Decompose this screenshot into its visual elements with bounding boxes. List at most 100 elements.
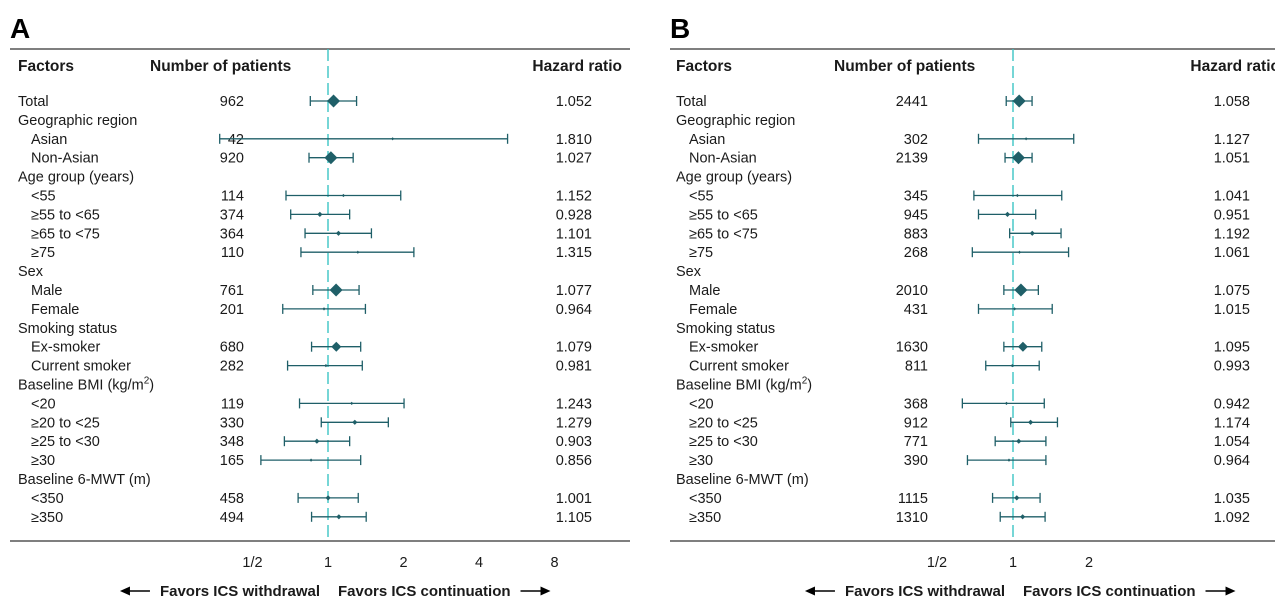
subgroup-label: Ex-smoker — [31, 340, 100, 356]
hazard-ratio-marker — [314, 438, 320, 444]
hazard-ratio-marker — [1014, 495, 1020, 501]
subgroup-label: <55 — [31, 189, 56, 205]
patient-count: 1310 — [896, 510, 928, 526]
hazard-ratio-marker — [1012, 94, 1026, 108]
factor-label: Smoking status — [676, 321, 775, 337]
hazard-ratio-value: 1.192 — [1214, 226, 1250, 242]
hazard-ratio-value: 1.061 — [1214, 245, 1250, 261]
label-superscript: 2 — [802, 376, 808, 387]
patient-count: 110 — [221, 245, 244, 261]
factor-label: Age group (years) — [18, 170, 134, 186]
factor-label: Age group (years) — [676, 170, 792, 186]
x-tick-label: 2 — [1085, 555, 1093, 571]
hazard-ratio-value: 1.127 — [1214, 132, 1250, 148]
hazard-ratio-marker — [391, 137, 395, 141]
hazard-ratio-marker — [341, 193, 346, 198]
favors-withdrawal-label: Favors ICS withdrawal — [160, 583, 320, 597]
hazard-ratio-value: 0.951 — [1214, 207, 1250, 223]
hazard-ratio-marker — [356, 250, 360, 254]
hazard-ratio-value: 1.027 — [556, 151, 592, 167]
panel-a: A Factors Number of patients Hazard ratio To… — [10, 13, 630, 597]
hazard-ratio-marker — [1013, 307, 1017, 311]
factor-label: Baseline BMI (kg/m2) — [18, 376, 154, 394]
patient-count: 390 — [904, 453, 928, 469]
label-text: ≥350 — [689, 510, 721, 526]
hazard-ratio-value: 1.041 — [1214, 189, 1250, 205]
label-text: ≥30 — [31, 453, 55, 469]
label-text: <55 — [689, 189, 714, 205]
label-text: Age group (years) — [18, 170, 134, 186]
hazard-ratio-marker — [1004, 401, 1009, 405]
right-arrowhead-icon — [540, 586, 551, 596]
label-text: Sex — [676, 264, 702, 280]
x-tick-label: 1/2 — [242, 555, 262, 571]
subgroup-label: ≥350 — [31, 510, 63, 526]
label-text: Current smoker — [689, 359, 789, 375]
subgroup-label: ≥350 — [689, 510, 721, 526]
subgroup-label: ≥55 to <65 — [689, 207, 758, 223]
hazard-ratio-marker — [1017, 250, 1022, 254]
x-tick-label: 8 — [550, 555, 558, 571]
hazard-ratio-value: 1.279 — [556, 415, 592, 431]
hazard-ratio-value: 0.964 — [556, 302, 592, 318]
hazard-ratio-value: 1.051 — [1214, 151, 1250, 167]
hazard-ratio-value: 0.993 — [1214, 359, 1250, 375]
subgroup-label: Female — [689, 302, 737, 318]
label-text: ≥65 to <75 — [689, 226, 758, 242]
patient-count: 165 — [220, 453, 244, 469]
subgroup-label: ≥55 to <65 — [31, 207, 100, 223]
left-arrowhead-icon — [119, 586, 130, 596]
factor-label: Baseline 6-MWT (m) — [676, 472, 809, 488]
label-text: Smoking status — [676, 321, 775, 337]
subgroup-label: ≥65 to <75 — [689, 226, 758, 242]
label-text: <20 — [31, 396, 56, 412]
subgroup-label: Asian — [31, 132, 67, 148]
subgroup-label: Non-Asian — [31, 151, 99, 167]
label-text: Asian — [31, 132, 67, 148]
label-text: Age group (years) — [676, 170, 792, 186]
subgroup-label: <350 — [31, 491, 64, 507]
hazard-ratio-value: 0.981 — [556, 359, 592, 375]
hazard-ratio-marker — [1017, 341, 1028, 352]
header-hazard-ratio: Hazard ratio — [532, 58, 622, 75]
patient-count: 268 — [904, 245, 928, 261]
label-text: ≥30 — [689, 453, 713, 469]
hazard-ratio-marker — [1016, 438, 1022, 444]
hazard-ratio-value: 1.015 — [1214, 302, 1250, 318]
patient-count: 1630 — [896, 340, 928, 356]
hazard-ratio-value: 1.058 — [1214, 94, 1250, 110]
hazard-ratio-marker — [1007, 458, 1011, 462]
hazard-ratio-marker — [1010, 364, 1014, 368]
label-text: <350 — [689, 491, 722, 507]
hazard-ratio-value: 1.243 — [556, 396, 592, 412]
subgroup-label: ≥30 — [31, 453, 55, 469]
label-text: Sex — [18, 264, 44, 280]
favors-withdrawal-label: Favors ICS withdrawal — [845, 583, 1005, 597]
patient-count: 761 — [220, 283, 244, 299]
hazard-ratio-value: 1.079 — [556, 340, 592, 356]
hazard-ratio-marker — [1029, 230, 1035, 236]
label-text: Ex-smoker — [689, 340, 758, 356]
hazard-ratio-value: 0.942 — [1214, 396, 1250, 412]
subgroup-label: ≥20 to <25 — [31, 415, 100, 431]
hazard-ratio-marker — [1020, 514, 1026, 520]
hazard-ratio-value: 1.095 — [1214, 340, 1250, 356]
hazard-ratio-value: 0.856 — [556, 453, 592, 469]
label-text: Asian — [689, 132, 725, 148]
hazard-ratio-value: 1.052 — [556, 94, 592, 110]
hazard-ratio-marker — [1015, 193, 1020, 198]
subgroup-label: ≥25 to <30 — [31, 434, 100, 450]
patient-count: 2139 — [896, 151, 928, 167]
x-tick-label: 2 — [399, 555, 407, 571]
hazard-ratio-value: 1.054 — [1214, 434, 1250, 450]
factor-label: Total — [676, 94, 707, 110]
patient-count: 680 — [220, 340, 244, 356]
label-text: ≥55 to <65 — [31, 207, 100, 223]
label-text: ≥20 to <25 — [689, 415, 758, 431]
patient-count: 431 — [904, 302, 928, 318]
subgroup-label: <20 — [31, 396, 56, 412]
factor-label: Geographic region — [18, 113, 137, 129]
hazard-ratio-marker — [324, 151, 338, 165]
hazard-ratio-marker — [317, 211, 323, 217]
panel-b: B Factors Number of patients Hazard ratio To… — [670, 13, 1275, 597]
